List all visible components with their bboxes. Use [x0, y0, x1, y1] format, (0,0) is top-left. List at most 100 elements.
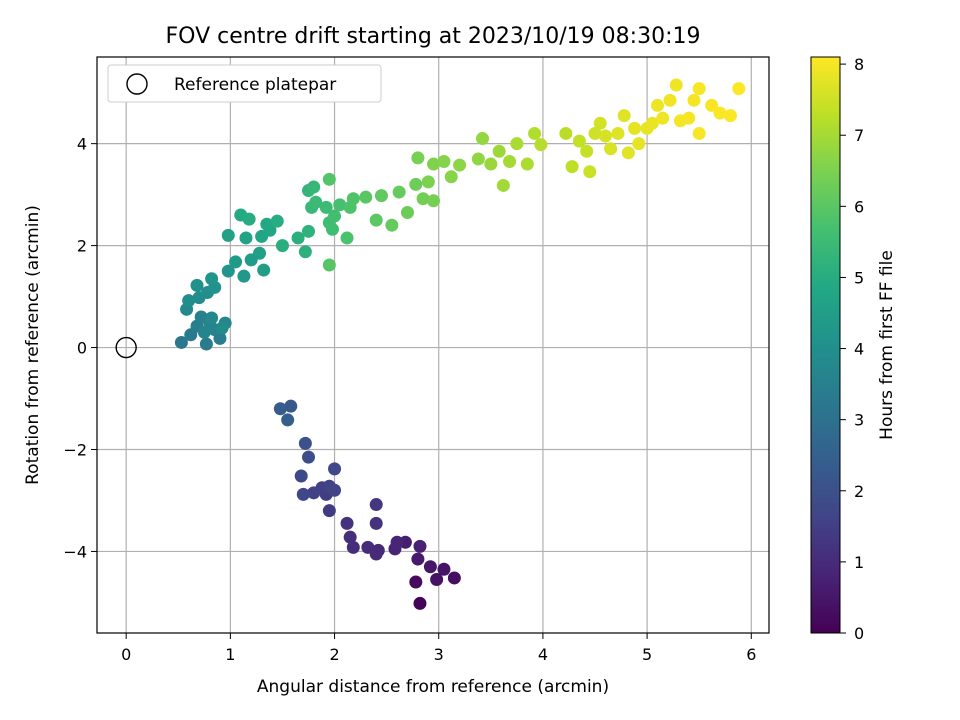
y-tick-label: −2 [63, 440, 87, 459]
colorbar-tick-label: 7 [854, 126, 864, 145]
data-point [257, 263, 271, 277]
x-tick-label: 1 [225, 645, 235, 664]
data-point [239, 231, 253, 245]
data-point [359, 190, 373, 204]
x-axis-ticks: 0 1 2 3 4 5 6 [121, 633, 756, 664]
colorbar-tick-label: 3 [854, 411, 864, 430]
colorbar-tick-label: 0 [854, 624, 864, 643]
x-tick-label: 0 [121, 645, 131, 664]
data-point [413, 539, 427, 553]
data-point [298, 245, 312, 259]
data-point [651, 98, 665, 112]
data-point [205, 311, 219, 325]
data-point [427, 157, 441, 171]
data-point [361, 540, 375, 554]
y-tick-label: 0 [77, 339, 87, 358]
x-tick-label: 4 [538, 645, 548, 664]
data-point [328, 209, 342, 223]
data-point [294, 469, 308, 483]
y-tick-label: 2 [77, 237, 87, 256]
colorbar-tick-label: 2 [854, 482, 864, 501]
data-point [205, 272, 219, 286]
data-point [270, 214, 284, 228]
data-point [447, 571, 461, 585]
colorbar: 0 1 2 3 4 5 6 7 8 Hours from first FF file [810, 55, 897, 643]
legend-marker-open-circle [126, 73, 148, 95]
colorbar-tick-label: 4 [854, 340, 864, 359]
colorbar-tick-label: 1 [854, 553, 864, 572]
data-point [471, 152, 485, 166]
data-point [416, 192, 430, 206]
data-point [682, 111, 696, 125]
plot-frame [96, 56, 770, 634]
data-point [400, 205, 414, 219]
data-point [333, 198, 347, 212]
x-tick-label: 3 [434, 645, 444, 664]
data-point [197, 325, 211, 339]
data-point [260, 217, 274, 231]
data-point [182, 294, 196, 308]
y-axis-label: Rotation from reference (arcmin) [23, 205, 43, 485]
data-point [656, 111, 670, 125]
data-point [503, 154, 517, 168]
data-point [687, 93, 701, 107]
data-point [611, 126, 625, 140]
reference-marker [115, 336, 137, 359]
data-point [346, 192, 360, 206]
data-point [328, 462, 342, 476]
data-point [444, 170, 458, 184]
data-point [492, 144, 506, 158]
data-point [309, 195, 323, 209]
data-point [572, 134, 586, 148]
data-point [565, 160, 579, 174]
data-point [559, 126, 573, 140]
reference-platepar-marker [115, 336, 137, 359]
data-point [427, 194, 441, 208]
data-point [374, 189, 388, 203]
data-point [340, 516, 354, 530]
data-point [617, 109, 631, 123]
data-point [413, 596, 427, 610]
data-point [307, 180, 321, 194]
x-axis-label: Angular distance from reference (arcmin) [257, 677, 609, 697]
data-point [369, 498, 383, 512]
data-point [291, 231, 305, 245]
data-point [520, 157, 534, 171]
legend-box [107, 64, 382, 103]
data-point [340, 231, 354, 245]
data-point [319, 200, 333, 214]
data-point [534, 138, 548, 152]
data-point [632, 137, 646, 151]
data-point [369, 516, 383, 530]
data-point [221, 264, 235, 278]
colorbar-gradient [810, 56, 841, 634]
data-point [322, 172, 336, 186]
data-point [663, 93, 677, 107]
grid-lines [97, 57, 769, 633]
data-point [528, 126, 542, 140]
data-point [253, 246, 267, 260]
data-point [275, 239, 289, 253]
data-point [496, 178, 510, 192]
data-point [385, 218, 399, 232]
data-point [713, 106, 727, 120]
y-tick-label: 4 [77, 135, 87, 154]
data-point [190, 278, 204, 292]
legend-label: Reference platepar [174, 75, 336, 95]
data-point [369, 213, 383, 227]
data-point [732, 82, 746, 96]
data-point [296, 487, 310, 501]
data-point [284, 399, 298, 413]
data-point [628, 121, 642, 135]
data-point [669, 78, 683, 92]
data-point [343, 530, 357, 544]
data-point [174, 335, 188, 349]
data-point [645, 116, 659, 130]
data-points [174, 78, 746, 610]
data-point [705, 98, 719, 112]
data-point [409, 177, 423, 191]
data-point [411, 151, 425, 165]
data-point [692, 82, 706, 96]
data-point [229, 255, 243, 269]
